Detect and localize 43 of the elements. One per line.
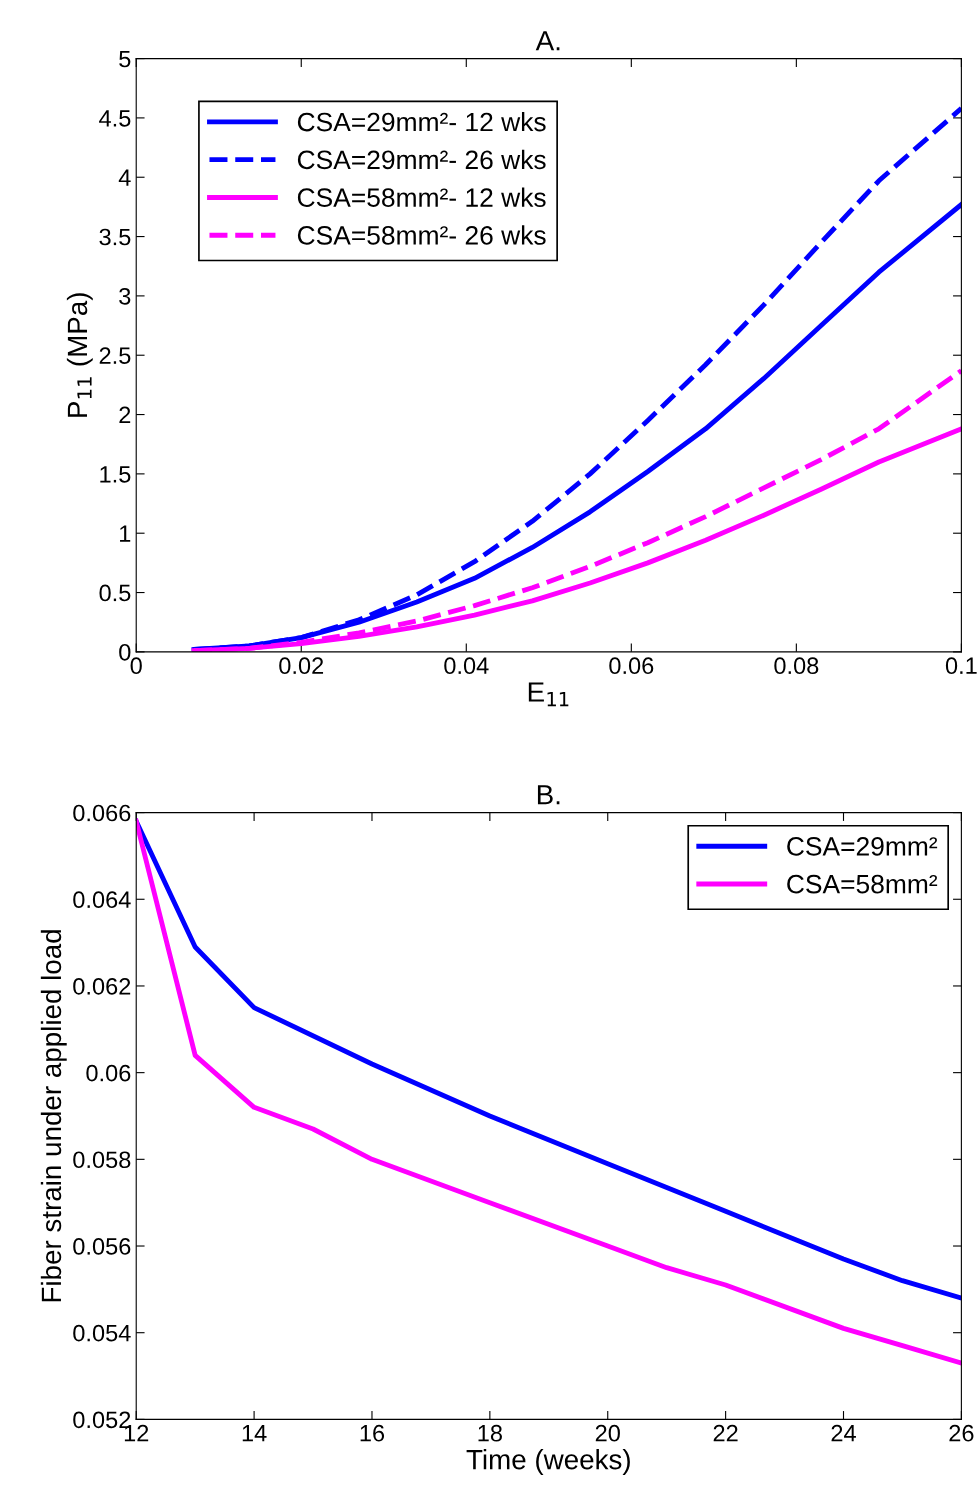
y-tick-label: 0.06 bbox=[86, 1064, 131, 1082]
y-tick-label: 1 bbox=[120, 525, 131, 542]
chart-title: A. bbox=[535, 31, 560, 51]
x-tick-label: 0.08 bbox=[774, 657, 819, 675]
x-tick-label: 20 bbox=[595, 1424, 620, 1442]
y-tick-label: 0.058 bbox=[73, 1151, 131, 1169]
legend-label: CSA=29mm²- 12 wks bbox=[297, 111, 546, 132]
y-tick-label: 0.056 bbox=[73, 1238, 131, 1255]
x-axis-title: E$_{11}$ bbox=[528, 682, 569, 707]
x-tick-label: 22 bbox=[713, 1424, 738, 1442]
x-tick-label: 0.02 bbox=[279, 657, 324, 675]
y-tick-label: 2 bbox=[119, 406, 131, 424]
x-tick-label: 16 bbox=[360, 1424, 385, 1442]
legend-label: CSA=29mm² bbox=[787, 837, 938, 856]
y-tick-label: 0.054 bbox=[73, 1324, 131, 1342]
y-tick-label: 0.5 bbox=[99, 584, 131, 602]
x-tick-label: 0.1 bbox=[945, 657, 977, 675]
y-tick-label: 5 bbox=[119, 50, 131, 68]
legend-label: CSA=58mm² bbox=[787, 874, 938, 894]
y-tick-label: 4 bbox=[118, 169, 131, 186]
y-axis-title: P$_{11}$ (MPa) bbox=[66, 293, 93, 417]
legend-label: CSA=29mm²- 26 wks bbox=[297, 149, 546, 170]
x-tick-label: 0.06 bbox=[609, 657, 654, 675]
y-tick-label: 3.5 bbox=[99, 228, 131, 246]
x-tick-label: 26 bbox=[949, 1424, 974, 1442]
x-tick-label: 24 bbox=[831, 1424, 856, 1442]
legend-label: CSA=58mm²- 12 wks bbox=[297, 187, 546, 207]
legend-label: CSA=58mm²- 26 wks bbox=[297, 225, 546, 245]
x-tick-label: 0.04 bbox=[444, 657, 489, 675]
x-axis-title: Time (weeks) bbox=[466, 1449, 630, 1475]
x-tick-label: 0 bbox=[130, 657, 142, 675]
y-tick-label: 2.5 bbox=[99, 347, 131, 365]
x-tick-label: 14 bbox=[242, 1425, 267, 1442]
y-tick-label: 0.064 bbox=[73, 891, 131, 909]
chart-title: B. bbox=[537, 785, 560, 805]
y-tick-label: 0 bbox=[119, 643, 131, 661]
y-tick-label: 0.066 bbox=[73, 804, 131, 822]
x-tick-label: 18 bbox=[478, 1424, 502, 1442]
y-tick-label: 1.5 bbox=[100, 466, 131, 483]
y-axis-title: Fiber strain under applied load bbox=[40, 930, 67, 1302]
y-tick-label: 4.5 bbox=[99, 110, 131, 127]
y-tick-label: 3 bbox=[119, 287, 131, 305]
y-tick-label: 0.062 bbox=[73, 978, 131, 995]
